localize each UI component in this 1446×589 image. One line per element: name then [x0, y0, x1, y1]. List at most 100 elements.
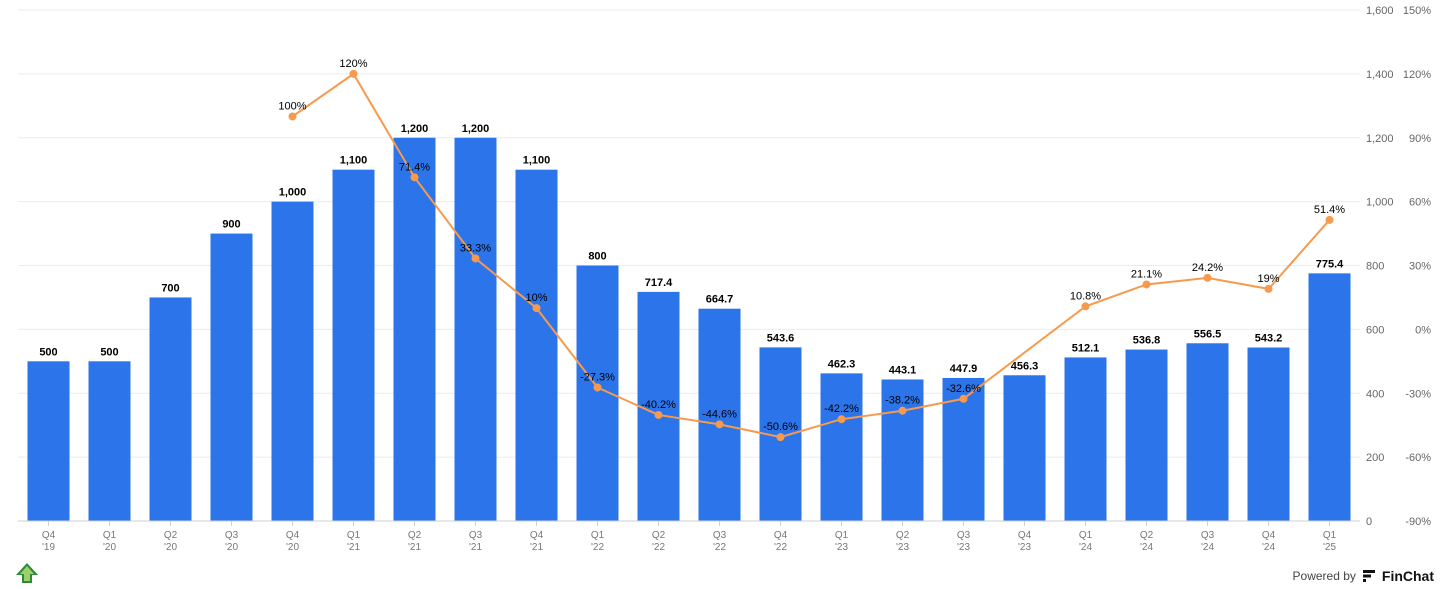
x-tick-label-year: '20	[225, 542, 238, 553]
bar	[1186, 343, 1229, 521]
bar-value-label: 536.8	[1133, 335, 1161, 347]
bar-value-label: 500	[100, 346, 118, 358]
bar-value-label: 1,200	[401, 123, 429, 135]
y-right-tick-label: -60%	[1405, 452, 1431, 464]
x-tick-label: Q3	[1201, 530, 1215, 541]
powered-by-label: Powered by	[1292, 569, 1356, 583]
x-tick-label-year: '20	[103, 542, 116, 553]
x-tick-label-year: '23	[1018, 542, 1031, 553]
growth-point	[715, 420, 724, 429]
bar-value-label: 462.3	[828, 358, 856, 370]
bar-value-label: 664.7	[706, 294, 734, 306]
growth-point	[593, 383, 602, 392]
bar-value-label: 512.1	[1072, 342, 1100, 354]
x-tick-label: Q3	[225, 530, 239, 541]
bar-value-label: 543.6	[767, 332, 795, 344]
axes: 0 200 400 600 800 1,000 1,200 1,400 1,600 -90% -60…	[18, 5, 1431, 553]
x-tick-label: Q3	[713, 530, 727, 541]
x-tick-label-year: '21	[408, 542, 421, 553]
bar-value-label: 900	[222, 219, 240, 231]
x-tick-label: Q1	[347, 530, 361, 541]
growth-value-label: 24.2%	[1192, 262, 1223, 274]
growth-value-label: -50.6%	[763, 421, 798, 433]
x-tick-label: Q1	[1323, 530, 1337, 541]
y-right-tick-label: -90%	[1405, 516, 1431, 528]
growth-value-label: -44.6%	[702, 408, 737, 420]
bar-value-label: 1,100	[523, 155, 551, 167]
growth-value-label: 19%	[1257, 273, 1279, 285]
y-right-tick-label: 90%	[1409, 133, 1431, 145]
x-tick-label: Q2	[164, 530, 178, 541]
x-tick-label: Q4	[1018, 530, 1032, 541]
growth-value-label: 10.8%	[1070, 290, 1101, 302]
bar	[1125, 349, 1168, 521]
y-right-tick-label: 30%	[1409, 261, 1431, 273]
y-left-tick-label: 1,600	[1366, 5, 1394, 17]
growth-point	[776, 433, 785, 442]
y-left-tick-label: 0	[1366, 516, 1372, 528]
x-tick-label-year: '23	[835, 542, 848, 553]
growth-point	[532, 304, 541, 313]
growth-value-label: 120%	[339, 58, 367, 70]
footer: Powered by FinChat	[1293, 568, 1434, 584]
y-right-tick-label: -30%	[1405, 388, 1431, 400]
bar-value-label: 543.2	[1255, 333, 1283, 345]
x-tick-label-year: '24	[1201, 542, 1214, 553]
x-tick-label-year: '20	[286, 542, 299, 553]
growth-point	[1081, 302, 1090, 311]
growth-point	[1264, 284, 1273, 293]
growth-point	[837, 415, 846, 424]
x-tick-label: Q3	[957, 530, 971, 541]
bar-value-label: 717.4	[645, 277, 673, 289]
x-tick-label-year: '22	[591, 542, 604, 553]
x-tick-label-year: '21	[530, 542, 543, 553]
growth-point	[349, 69, 358, 78]
bar	[637, 291, 680, 521]
growth-value-label: -27.3%	[580, 372, 615, 384]
data-labels: 500 500 700 900 1,000 1,100 1,200 1,200 1,100 800…	[39, 58, 1345, 433]
bar-value-label: 700	[161, 282, 179, 294]
y-right-tick-label: 0%	[1415, 324, 1431, 336]
bar-value-label: 500	[39, 346, 57, 358]
x-tick-label-year: '20	[164, 542, 177, 553]
bar	[88, 361, 131, 521]
x-tick-label-year: '22	[652, 542, 665, 553]
growth-point	[959, 394, 968, 403]
x-tick-label-year: '22	[774, 542, 787, 553]
y-right-tick-label: 60%	[1409, 197, 1431, 209]
growth-value-label: 51.4%	[1314, 204, 1345, 216]
x-tick-label-year: '25	[1323, 542, 1336, 553]
bar-value-label: 447.9	[950, 363, 978, 375]
y-right-tick-label: 150%	[1403, 5, 1431, 17]
bar-value-label: 1,200	[462, 123, 490, 135]
bar-value-label: 443.1	[889, 364, 917, 376]
growth-point	[410, 173, 419, 182]
growth-point	[1325, 215, 1334, 224]
growth-value-label: 10%	[525, 292, 547, 304]
bar	[27, 361, 70, 521]
x-tick-label: Q4	[774, 530, 788, 541]
growth-line-series	[288, 69, 1334, 442]
y-left-tick-label: 200	[1366, 452, 1384, 464]
growth-value-label: 33.3%	[460, 242, 491, 254]
x-tick-label-year: '24	[1140, 542, 1153, 553]
x-tick-label: Q4	[286, 530, 300, 541]
bar	[698, 308, 741, 521]
growth-point	[288, 112, 297, 121]
x-tick-label: Q2	[896, 530, 910, 541]
x-tick-label: Q1	[103, 530, 117, 541]
x-tick-label: Q1	[591, 530, 605, 541]
x-tick-label: Q1	[1079, 530, 1093, 541]
x-tick-label: Q2	[652, 530, 666, 541]
bar	[210, 233, 253, 521]
x-tick-label-year: '21	[469, 542, 482, 553]
y-left-tick-label: 800	[1366, 261, 1384, 273]
bar	[454, 137, 497, 521]
y-left-tick-label: 400	[1366, 388, 1384, 400]
y-left-tick-label: 600	[1366, 324, 1384, 336]
growth-value-label: -40.2%	[641, 399, 676, 411]
growth-line	[291, 72, 1331, 439]
growth-value-label: 21.1%	[1131, 268, 1162, 280]
bar	[1064, 357, 1107, 521]
growth-point	[654, 410, 663, 419]
